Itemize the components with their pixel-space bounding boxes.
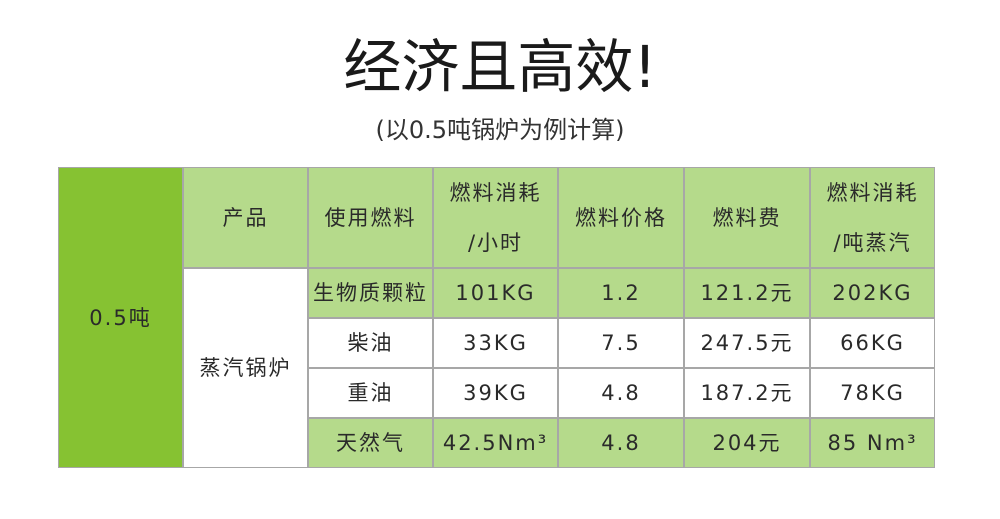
table-cell: 生物质颗粒 (308, 268, 433, 318)
table-cell: 187.2元 (684, 368, 810, 418)
table-cell: 33KG (433, 318, 558, 368)
table-cell: 39KG (433, 368, 558, 418)
header-cell: 燃料费 (684, 167, 810, 268)
table-cell: 101KG (433, 268, 558, 318)
header-cell: 燃料价格 (558, 167, 684, 268)
table-cell: 78KG (810, 368, 935, 418)
table-cell: 重油 (308, 368, 433, 418)
subtitle: (以0.5吨锅炉为例计算) (375, 116, 625, 144)
table-cell: 121.2元 (684, 268, 810, 318)
header-cell: 燃料消耗 /吨蒸汽 (810, 167, 935, 268)
table-cell: 247.5元 (684, 318, 810, 368)
table-cell: 66KG (810, 318, 935, 368)
table-cell: 1.2 (558, 268, 684, 318)
table-cell: 4.8 (558, 418, 684, 468)
group-cell: 蒸汽锅炉 (183, 268, 308, 468)
table-cell: 天然气 (308, 418, 433, 468)
table-cell: 204元 (684, 418, 810, 468)
table-cell: 85 Nm³ (810, 418, 935, 468)
table-cell: 柴油 (308, 318, 433, 368)
header-cell: 燃料消耗 /小时 (433, 167, 558, 268)
table-cell: 202KG (810, 268, 935, 318)
title: 经济且高效! (343, 33, 657, 101)
header-cell: 产品 (183, 167, 308, 268)
table-cell: 7.5 (558, 318, 684, 368)
corner-cell: 0.5吨 (58, 167, 183, 468)
header-cell: 使用燃料 (308, 167, 433, 268)
table-cell: 4.8 (558, 368, 684, 418)
table-cell: 42.5Nm³ (433, 418, 558, 468)
